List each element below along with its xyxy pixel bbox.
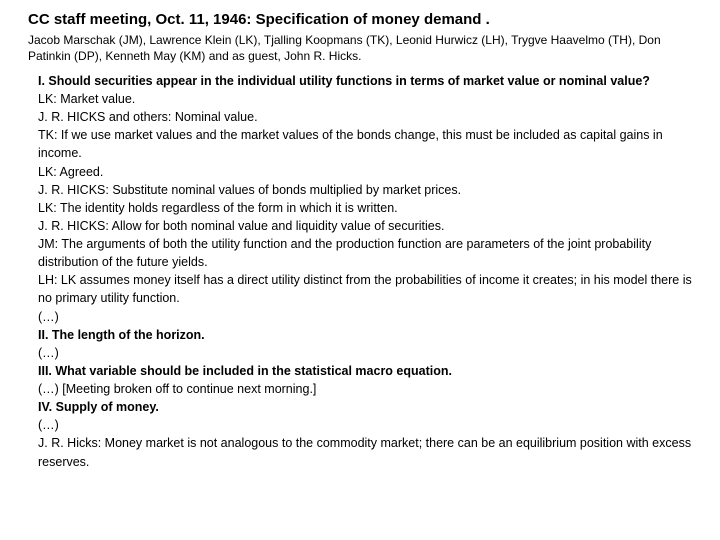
section-heading: IV. Supply of money.	[38, 398, 702, 416]
transcript-line: (…) [Meeting broken off to continue next…	[38, 380, 702, 398]
document-page: CC staff meeting, Oct. 11, 1946: Specifi…	[0, 0, 720, 481]
transcript-line: LK: The identity holds regardless of the…	[38, 199, 702, 217]
transcript-line: (…)	[38, 416, 702, 434]
transcript-line: J. R. HICKS and others: Nominal value.	[38, 108, 702, 126]
transcript-body: I. Should securities appear in the indiv…	[28, 72, 702, 471]
transcript-line: J. R. HICKS: Substitute nominal values o…	[38, 181, 702, 199]
transcript-line: (…)	[38, 344, 702, 362]
section-heading: II. The length of the horizon.	[38, 326, 702, 344]
page-title: CC staff meeting, Oct. 11, 1946: Specifi…	[28, 10, 702, 30]
section-heading: I. Should securities appear in the indiv…	[38, 72, 702, 90]
transcript-line: LK: Agreed.	[38, 163, 702, 181]
attendees-line: Jacob Marschak (JM), Lawrence Klein (LK)…	[28, 32, 702, 64]
transcript-line: J. R. HICKS: Allow for both nominal valu…	[38, 217, 702, 235]
transcript-line: TK: If we use market values and the mark…	[38, 126, 702, 162]
transcript-line: (…)	[38, 308, 702, 326]
transcript-line: J. R. Hicks: Money market is not analogo…	[38, 434, 702, 470]
transcript-line: LH: LK assumes money itself has a direct…	[38, 271, 702, 307]
section-heading: III. What variable should be included in…	[38, 362, 702, 380]
transcript-line: JM: The arguments of both the utility fu…	[38, 235, 702, 271]
transcript-line: LK: Market value.	[38, 90, 702, 108]
